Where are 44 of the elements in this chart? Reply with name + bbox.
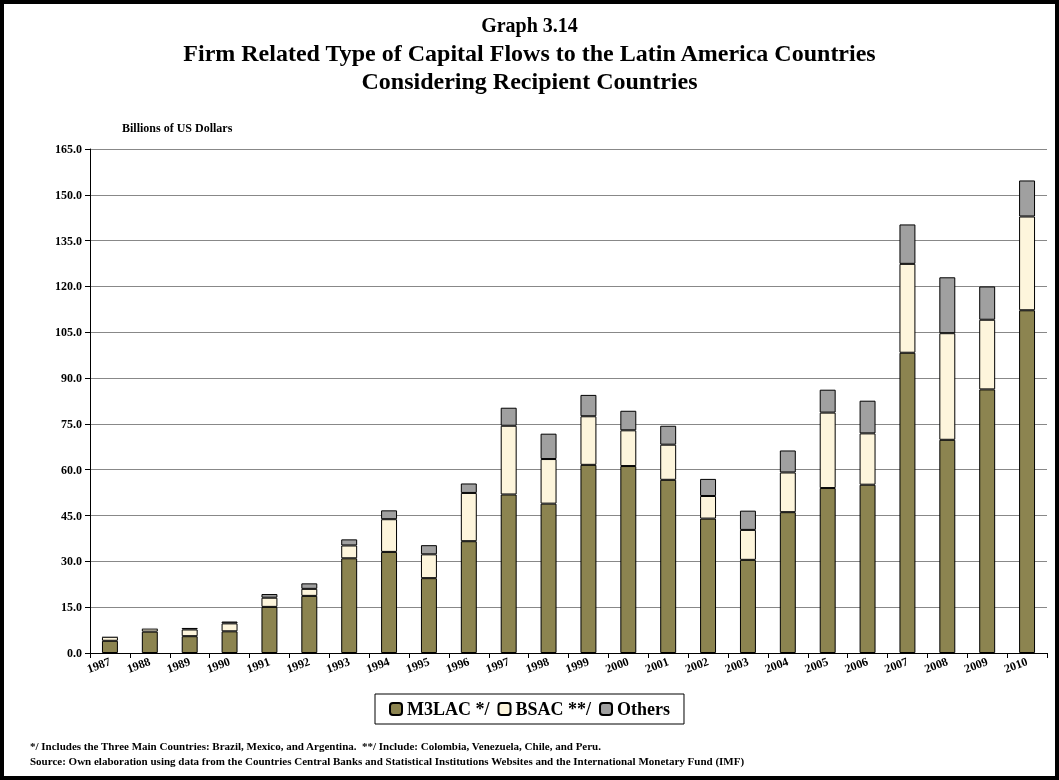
- x-tick-label: 1997: [483, 654, 512, 676]
- y-tick-label: 30.0: [61, 554, 82, 569]
- y-tick-label: 150.0: [55, 187, 82, 202]
- y-tick-label: 15.0: [61, 600, 82, 615]
- x-tick-label: 1992: [284, 654, 312, 676]
- y-tick-label: 75.0: [61, 416, 82, 431]
- x-tick-label: 2003: [722, 654, 751, 676]
- chart-title: Graph 3.14: [481, 14, 578, 37]
- y-tick-label: 135.0: [55, 233, 82, 248]
- source-note: Source: Own elaboration using data from the Countries Central Banks and Statistical Institutions Websites and the International Monetary Fund (IMF): [30, 754, 745, 768]
- x-tick-label: 1999: [563, 654, 591, 676]
- legend-label: BSAC **/: [515, 699, 593, 719]
- x-tick-label: 1988: [124, 654, 153, 676]
- x-tick-label: 2008: [922, 654, 950, 676]
- x-tick-label: 1990: [204, 654, 232, 676]
- x-tick-label: 1987: [84, 654, 113, 676]
- chart-subtitle: Firm Related Type of Capital Flows to the Latin America Countries Considering Recipient Countries: [183, 40, 876, 94]
- y-tick-label: 105.0: [55, 325, 82, 340]
- y-tick-label: 165.0: [55, 142, 82, 156]
- y-tick-label: 120.0: [55, 279, 82, 294]
- x-tick-label: 1989: [164, 654, 193, 676]
- x-tick-label: 2009: [962, 654, 990, 676]
- y-tick-label: 45.0: [61, 508, 82, 523]
- x-tick-label: 1996: [443, 654, 472, 676]
- x-tick-label: 1991: [244, 654, 272, 676]
- x-tick-label: 2004: [762, 654, 791, 676]
- x-tick-label: 1995: [403, 654, 432, 676]
- x-tick-label: 2006: [842, 654, 870, 676]
- y-tick-label: 90.0: [61, 371, 82, 386]
- x-tick-label: 2001: [643, 654, 671, 676]
- legend-label: M3LAC */: [407, 699, 491, 719]
- y-tick-label: 0.0: [67, 646, 82, 660]
- x-tick-label: 1994: [364, 654, 392, 676]
- x-tick-label: 2005: [802, 654, 831, 676]
- legend-label: Others: [617, 699, 671, 719]
- y-tick-label: 60.0: [61, 462, 82, 477]
- x-tick-label: 1998: [523, 654, 551, 676]
- x-tick-label: 1993: [324, 654, 352, 676]
- x-tick-label: 2010: [1002, 654, 1030, 676]
- x-tick-label: 2000: [603, 654, 631, 676]
- y-axis-title: Billions of US Dollars: [122, 121, 233, 135]
- text: */ Includes the Three Main Countries: Brazil, Mexico, and Argentina. **/ Include: Colombia, Venezuela, Chile, and Peru.: [30, 739, 602, 752]
- x-tick-label: 2007: [882, 654, 910, 676]
- x-tick-label: 2002: [683, 654, 711, 676]
